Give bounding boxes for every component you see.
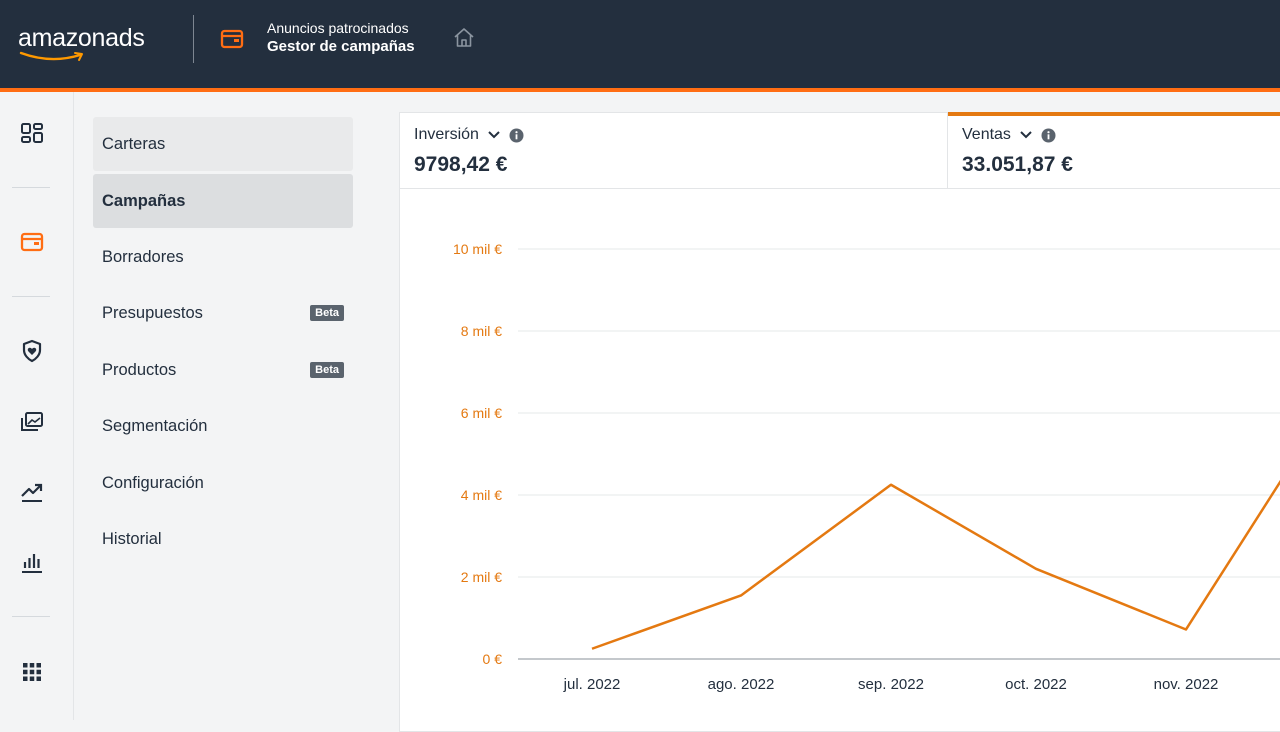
sales-line-chart: 0 € 2 mil € 4 mil € 6 mil € 8 mil € 10 mil € j…	[453, 241, 1280, 693]
wallet-icon[interactable]	[17, 227, 47, 257]
nav-item-configuracion[interactable]: Configuración	[93, 456, 353, 510]
x-tick-label: sep. 2022	[858, 676, 924, 693]
metric-value: 9798,42 €	[414, 153, 508, 176]
logo-ads-text: ads	[105, 24, 145, 52]
nav-item-historial[interactable]: Historial	[93, 512, 353, 566]
chevron-down-icon[interactable]	[487, 130, 501, 140]
header-program: Anuncios patrocinados	[267, 20, 409, 36]
nav-item-label: Historial	[102, 529, 162, 548]
y-tick-label: 0 €	[483, 651, 503, 667]
wallet-icon	[220, 29, 244, 49]
info-icon[interactable]	[509, 128, 524, 143]
nav-item-label: Productos	[102, 360, 177, 379]
nav-item-label: Carteras	[102, 134, 166, 153]
apps-grid-icon[interactable]	[17, 657, 47, 687]
y-tick-label: 4 mil €	[461, 487, 502, 503]
dashboard-icon[interactable]	[17, 119, 47, 149]
metric-label: Ventas	[962, 126, 1011, 143]
campaign-manager-nav: Carteras Campañas Borradores Presupuesto…	[75, 92, 372, 720]
y-tick-label: 2 mil €	[461, 569, 502, 585]
bar-chart-icon[interactable]	[17, 547, 47, 577]
y-tick-label: 8 mil €	[461, 323, 502, 339]
icon-rail	[0, 92, 74, 720]
nav-item-borradores[interactable]: Borradores	[93, 230, 353, 284]
x-tick-label: jul. 2022	[563, 676, 621, 693]
shield-heart-icon[interactable]	[17, 336, 47, 366]
x-tick-label: ago. 2022	[708, 676, 775, 693]
home-icon[interactable]	[452, 26, 476, 50]
header-accent-strip	[0, 88, 1280, 92]
metric-tile-ventas[interactable]: Ventas 33.051,87 €	[948, 112, 1280, 189]
rail-separator	[12, 296, 50, 297]
nav-item-presupuestos[interactable]: Presupuestos Beta	[93, 286, 353, 340]
nav-item-carteras[interactable]: Carteras	[93, 117, 353, 171]
metric-tile-inversion[interactable]: Inversión 9798,42 €	[400, 113, 948, 189]
main-content: Inversión 9798,42 € Ventas 33.051,87 € 0…	[372, 92, 1280, 732]
info-icon[interactable]	[1041, 128, 1056, 143]
rail-separator	[12, 616, 50, 617]
media-library-icon[interactable]	[17, 408, 47, 438]
logo-amazon-text: amazon	[18, 24, 106, 52]
chevron-down-icon[interactable]	[1019, 130, 1033, 140]
header-title: Anuncios patrocinados Gestor de campañas	[267, 19, 415, 57]
y-tick-label: 6 mil €	[461, 405, 502, 421]
selected-metric-indicator	[948, 112, 1280, 116]
nav-item-label: Borradores	[102, 247, 184, 266]
nav-item-label: Segmentación	[102, 416, 208, 435]
header-divider	[193, 15, 194, 63]
series-line	[591, 479, 1280, 650]
rail-separator	[12, 187, 50, 188]
beta-badge: Beta	[310, 305, 344, 321]
beta-badge: Beta	[310, 362, 344, 378]
x-tick-label: oct. 2022	[1005, 676, 1067, 693]
amazon-ads-logo[interactable]: amazon ads	[18, 24, 145, 53]
performance-chart-card: Inversión 9798,42 € Ventas 33.051,87 €	[399, 112, 1280, 732]
nav-item-campanas[interactable]: Campañas	[93, 174, 353, 228]
logo-smile-icon	[19, 51, 83, 61]
header-page-name: Gestor de campañas	[267, 38, 415, 55]
trending-up-icon[interactable]	[17, 477, 47, 507]
nav-item-label: Presupuestos	[102, 303, 203, 322]
top-bar: amazon ads Anuncios patrocinados Gestor d…	[0, 0, 1280, 88]
nav-item-label: Configuración	[102, 473, 204, 492]
metric-value: 33.051,87 €	[962, 153, 1073, 176]
nav-item-label: Campañas	[102, 191, 186, 210]
x-tick-label: nov. 2022	[1154, 676, 1219, 693]
nav-item-productos[interactable]: Productos Beta	[93, 343, 353, 397]
nav-item-segmentacion[interactable]: Segmentación	[93, 399, 353, 453]
metric-label: Inversión	[414, 126, 479, 143]
y-tick-label: 10 mil €	[453, 241, 502, 257]
